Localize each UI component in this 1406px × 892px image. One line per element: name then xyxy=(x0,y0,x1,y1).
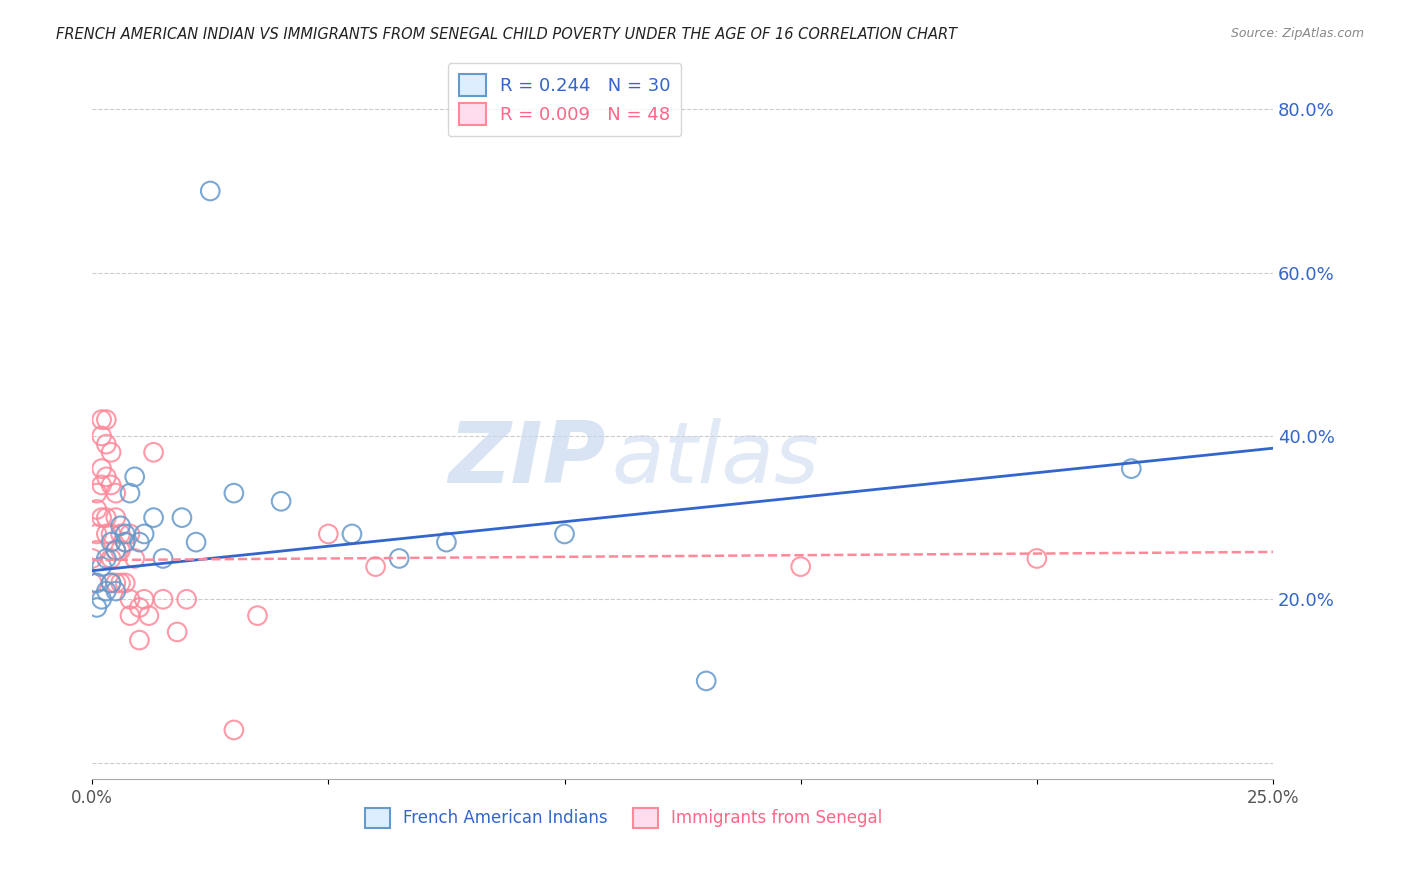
Point xyxy=(246,608,269,623)
Point xyxy=(134,592,156,607)
Point xyxy=(110,543,132,558)
Point xyxy=(118,486,141,500)
Point xyxy=(166,624,188,639)
Point xyxy=(152,551,174,566)
Point xyxy=(104,543,127,558)
Point xyxy=(124,470,146,484)
Point xyxy=(138,608,160,623)
Point xyxy=(124,551,146,566)
Point xyxy=(96,584,118,599)
Point xyxy=(318,527,340,541)
Point xyxy=(82,551,104,566)
Point xyxy=(86,576,108,591)
Point xyxy=(128,535,150,549)
Point xyxy=(100,576,122,591)
Point xyxy=(96,510,118,524)
Text: FRENCH AMERICAN INDIAN VS IMMIGRANTS FROM SENEGAL CHILD POVERTY UNDER THE AGE OF: FRENCH AMERICAN INDIAN VS IMMIGRANTS FRO… xyxy=(56,27,957,42)
Point xyxy=(104,486,127,500)
Point xyxy=(90,592,112,607)
Point xyxy=(222,723,245,737)
Text: ZIP: ZIP xyxy=(449,417,606,500)
Point xyxy=(114,576,136,591)
Point xyxy=(104,576,127,591)
Point xyxy=(96,527,118,541)
Point xyxy=(86,527,108,541)
Point xyxy=(96,412,118,426)
Point xyxy=(340,527,363,541)
Point xyxy=(118,608,141,623)
Point xyxy=(100,535,122,549)
Point xyxy=(222,486,245,500)
Point xyxy=(100,576,122,591)
Point xyxy=(789,559,811,574)
Point xyxy=(104,510,127,524)
Point xyxy=(436,535,458,549)
Point xyxy=(114,535,136,549)
Point xyxy=(104,543,127,558)
Point xyxy=(554,527,576,541)
Point xyxy=(142,445,165,459)
Point xyxy=(176,592,198,607)
Point xyxy=(86,543,108,558)
Point xyxy=(118,527,141,541)
Text: atlas: atlas xyxy=(612,417,820,500)
Point xyxy=(134,527,156,541)
Text: Source: ZipAtlas.com: Source: ZipAtlas.com xyxy=(1230,27,1364,40)
Point xyxy=(86,600,108,615)
Point xyxy=(184,535,207,549)
Point xyxy=(1121,461,1143,475)
Point xyxy=(82,576,104,591)
Point xyxy=(90,412,112,426)
Point xyxy=(90,461,112,475)
Point xyxy=(104,584,127,599)
Point xyxy=(152,592,174,607)
Legend: French American Indians, Immigrants from Senegal: French American Indians, Immigrants from… xyxy=(359,801,889,835)
Point xyxy=(100,478,122,492)
Point xyxy=(90,429,112,443)
Point xyxy=(270,494,292,508)
Point xyxy=(96,470,118,484)
Point xyxy=(100,551,122,566)
Point xyxy=(100,445,122,459)
Point xyxy=(90,510,112,524)
Point xyxy=(695,673,717,688)
Point xyxy=(200,184,222,198)
Point xyxy=(86,502,108,516)
Point xyxy=(110,527,132,541)
Point xyxy=(142,510,165,524)
Point xyxy=(110,576,132,591)
Point xyxy=(118,592,141,607)
Point xyxy=(110,518,132,533)
Point xyxy=(1025,551,1047,566)
Point xyxy=(86,486,108,500)
Point xyxy=(96,551,118,566)
Point xyxy=(114,527,136,541)
Point xyxy=(100,527,122,541)
Point xyxy=(90,478,112,492)
Point xyxy=(128,600,150,615)
Point xyxy=(114,535,136,549)
Point xyxy=(96,437,118,451)
Point xyxy=(364,559,387,574)
Point xyxy=(388,551,411,566)
Point xyxy=(128,633,150,648)
Point xyxy=(90,559,112,574)
Point xyxy=(170,510,193,524)
